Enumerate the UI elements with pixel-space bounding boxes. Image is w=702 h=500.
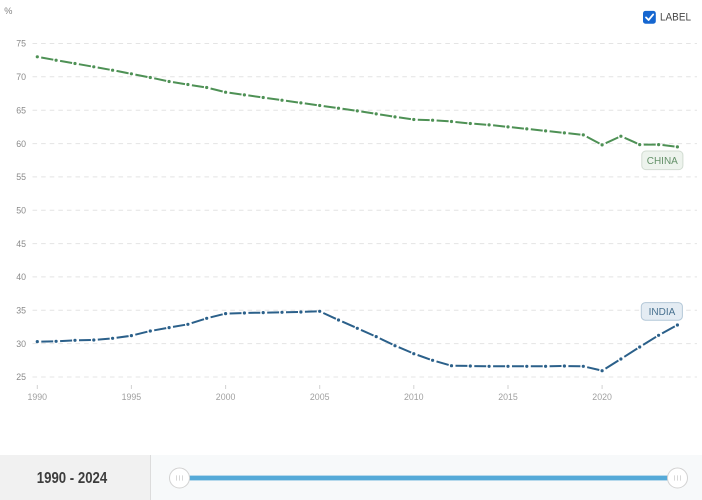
svg-text:2000: 2000 — [216, 392, 236, 402]
svg-text:2015: 2015 — [498, 392, 518, 402]
svg-text:75: 75 — [16, 39, 26, 49]
svg-text:60: 60 — [16, 139, 26, 149]
svg-text:35: 35 — [16, 306, 26, 316]
svg-text:1990 - 2024: 1990 - 2024 — [37, 470, 108, 487]
svg-text:25: 25 — [16, 372, 26, 382]
svg-text:%: % — [4, 6, 12, 16]
svg-text:30: 30 — [16, 339, 26, 349]
svg-text:50: 50 — [16, 205, 26, 215]
svg-text:45: 45 — [16, 239, 26, 249]
svg-text:40: 40 — [16, 272, 26, 282]
svg-text:INDIA: INDIA — [649, 307, 676, 318]
svg-text:55: 55 — [16, 172, 26, 182]
svg-text:1995: 1995 — [122, 392, 142, 402]
svg-text:1990: 1990 — [28, 392, 48, 402]
svg-text:2010: 2010 — [404, 392, 424, 402]
svg-text:65: 65 — [16, 105, 26, 115]
svg-text:CHINA: CHINA — [647, 156, 678, 167]
svg-text:LABEL: LABEL — [660, 11, 691, 23]
svg-text:70: 70 — [16, 72, 26, 82]
svg-text:2005: 2005 — [310, 392, 330, 402]
svg-text:2020: 2020 — [592, 392, 612, 402]
